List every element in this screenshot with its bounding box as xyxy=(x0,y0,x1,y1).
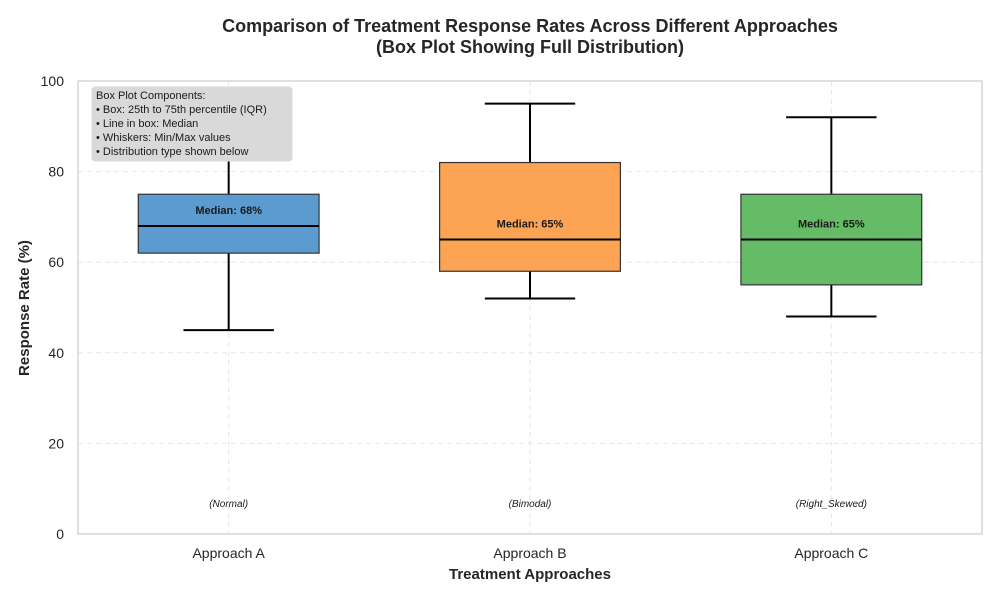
legend-line: • Box: 25th to 75th percentile (IQR) xyxy=(96,104,267,116)
box-group: Median: 65% (Right_Skewed) xyxy=(740,116,923,510)
legend-line: • Line in box: Median xyxy=(96,118,198,130)
x-tick-label: Approach C xyxy=(794,545,868,561)
median-label: Median: 65% xyxy=(798,219,865,231)
legend-background xyxy=(91,86,293,162)
distribution-label: (Bimodal) xyxy=(509,499,552,510)
chart-title-line-1: Comparison of Treatment Response Rates A… xyxy=(222,16,838,36)
distribution-label: (Right_Skewed) xyxy=(796,499,867,510)
median-label: Median: 65% xyxy=(497,219,564,231)
box-group: Median: 65% (Bimodal) xyxy=(439,102,622,510)
chart-title-line-2: (Box Plot Showing Full Distribution) xyxy=(376,37,684,57)
y-tick-label: 60 xyxy=(48,254,64,270)
legend-box: Box Plot Components: • Box: 25th to 75th … xyxy=(91,86,293,162)
plot-frame xyxy=(77,80,983,535)
y-tick-label: 100 xyxy=(41,73,65,89)
x-axis-label: Treatment Approaches xyxy=(449,566,611,583)
legend-line: • Whiskers: Min/Max values xyxy=(96,132,231,144)
y-tick-label: 80 xyxy=(48,164,64,180)
y-axis-label: Response Rate (%) xyxy=(16,240,33,376)
y-tick-label: 0 xyxy=(56,526,64,542)
legend-line: • Distribution type shown below xyxy=(96,146,248,158)
box-layer: Median: 68%(Normal)Median: 65%(Bimodal)M… xyxy=(137,102,923,510)
x-tick-label: Approach A xyxy=(192,545,265,561)
distribution-label: (Normal) xyxy=(209,499,248,510)
axis-layer: 0 20 40 60 80 100 Approach A Approach B Approach… xyxy=(41,73,869,561)
iqr-box xyxy=(439,161,622,272)
y-tick-label: 20 xyxy=(48,435,64,451)
x-tick-label: Approach B xyxy=(493,545,566,561)
iqr-box xyxy=(137,193,320,254)
legend-line: Box Plot Components: xyxy=(96,90,205,102)
y-tick-label: 40 xyxy=(48,345,64,361)
box-group: Median: 68% (Normal) xyxy=(137,134,320,510)
median-label: Median: 68% xyxy=(195,205,262,217)
